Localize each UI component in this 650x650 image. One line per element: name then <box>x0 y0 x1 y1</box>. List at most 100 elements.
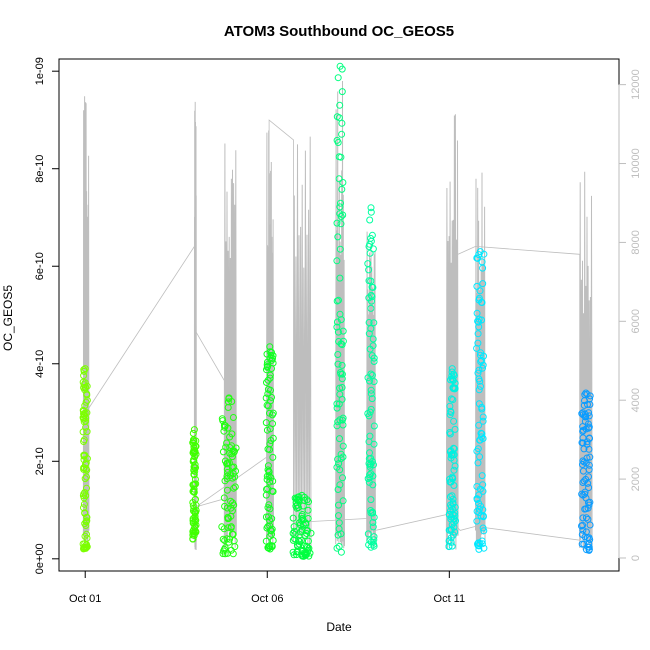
oc-point <box>268 393 275 401</box>
oc-point <box>338 395 346 403</box>
oc-point <box>580 477 588 485</box>
oc-point <box>82 398 90 406</box>
oc-point <box>365 541 373 549</box>
oc-point <box>333 400 341 408</box>
oc-point <box>269 352 277 360</box>
oc-point <box>229 530 237 538</box>
oc-point-max <box>448 365 456 373</box>
oc-point <box>585 409 593 417</box>
oc-point <box>267 526 274 534</box>
oc-point <box>335 114 343 122</box>
oc-point-max <box>225 394 233 402</box>
oc-point <box>297 528 305 536</box>
oc-point <box>333 404 341 412</box>
oc-point <box>230 463 238 471</box>
oc-point <box>263 524 271 532</box>
x-tick-label: Oct 11 <box>434 593 466 605</box>
oc-point <box>338 361 346 369</box>
oc-point <box>367 454 375 462</box>
oc-point <box>81 475 89 483</box>
oc-point <box>475 542 483 550</box>
oc-point <box>83 484 90 492</box>
oc-point <box>190 471 198 479</box>
oc-point <box>190 488 198 496</box>
oc-point <box>338 88 346 96</box>
oc-point <box>369 519 377 526</box>
oc-point <box>218 415 226 423</box>
oc-point <box>476 485 484 493</box>
x-axis-label: Date <box>326 620 352 634</box>
oc-point <box>224 424 232 432</box>
y2-tick-label: 2000 <box>630 467 642 491</box>
oc-point <box>369 508 376 516</box>
oc-point <box>264 402 272 410</box>
oc-point <box>190 457 198 465</box>
oc-point <box>334 418 342 426</box>
oc-point <box>479 364 486 372</box>
oc-point <box>82 459 90 467</box>
oc-point <box>334 351 342 358</box>
oc-point <box>295 497 303 505</box>
oc-point <box>192 508 200 516</box>
oc-point <box>580 401 588 409</box>
oc-point <box>298 511 306 518</box>
oc-point <box>336 101 344 109</box>
oc-point <box>447 478 455 486</box>
oc-point <box>336 466 344 474</box>
oc-point <box>290 551 298 559</box>
oc-point <box>366 345 374 353</box>
oc-point <box>586 453 594 461</box>
oc-point <box>447 451 455 459</box>
oc-point <box>478 356 485 364</box>
oc-point <box>338 130 346 138</box>
oc-point <box>448 368 456 376</box>
oc-point <box>83 396 91 404</box>
oc-point <box>448 372 456 380</box>
oc-point <box>585 501 593 509</box>
oc-point <box>451 379 459 387</box>
oc-point <box>335 512 342 520</box>
oc-point <box>79 406 87 414</box>
oc-point <box>475 366 483 374</box>
oc-point <box>290 523 298 531</box>
oc-point <box>230 501 238 509</box>
oc-point <box>294 496 302 504</box>
y-axis-label: OC_GEOS5 <box>1 285 15 351</box>
oc-point <box>81 509 89 517</box>
oc-point <box>269 453 277 461</box>
oc-point <box>266 446 274 454</box>
oc-point <box>585 445 593 453</box>
oc-point <box>338 185 346 193</box>
oc-point <box>480 527 488 535</box>
oc-point <box>224 524 232 532</box>
oc-point <box>264 485 272 493</box>
oc-point <box>365 478 373 486</box>
oc-point <box>582 528 590 536</box>
oc-point <box>365 319 373 326</box>
oc-point <box>232 444 240 452</box>
oc-point <box>448 492 456 500</box>
oc-point <box>221 544 229 552</box>
oc-point <box>291 531 299 538</box>
oc-point <box>191 518 199 526</box>
oc-point <box>368 371 376 379</box>
oc-point <box>83 473 90 481</box>
oc-point-max <box>190 426 198 434</box>
oc-point <box>448 395 455 403</box>
oc-point <box>365 330 373 338</box>
oc-point <box>476 436 484 444</box>
oc-point <box>585 534 593 542</box>
x-tick-label: Oct 01 <box>69 593 101 605</box>
oc-point <box>479 512 487 520</box>
oc-point <box>221 423 229 431</box>
oc-point <box>264 376 272 384</box>
oc-point <box>303 496 311 504</box>
oc-point-max <box>582 389 590 397</box>
oc-point <box>447 447 455 455</box>
oc-point <box>478 540 486 548</box>
oc-point <box>478 316 485 324</box>
oc-point <box>266 517 274 524</box>
oc-point <box>221 477 229 485</box>
altitude-profile-2 <box>223 143 237 549</box>
oc-point <box>368 283 376 291</box>
